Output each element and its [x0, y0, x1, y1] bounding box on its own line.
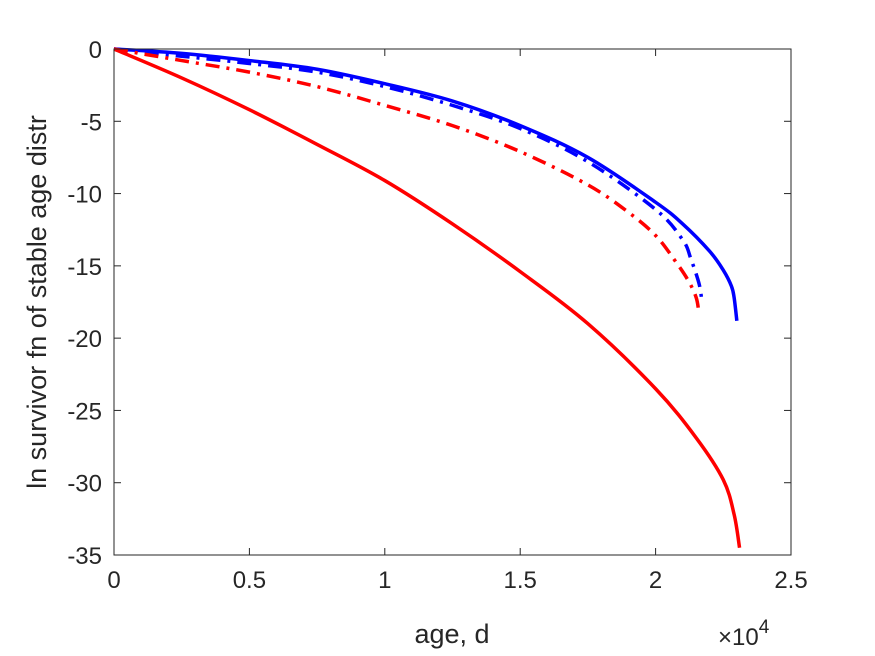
y-axis: 0 -5 -10 -15 -20 -25 -30 -35	[67, 37, 791, 570]
x-tick-label: 2.5	[774, 567, 807, 594]
x-axis-multiplier-exponent: 4	[759, 617, 770, 638]
series-line-1	[113, 47, 739, 321]
x-tick-label: 1	[378, 567, 391, 594]
x-tick-label: 0	[107, 567, 120, 594]
y-tick-label: -30	[67, 471, 102, 498]
y-tick-label: 0	[89, 37, 102, 64]
x-tick-label: 1.5	[504, 567, 537, 594]
plot-area	[114, 49, 791, 555]
y-axis-label: ln survivor fn of stable age distr	[22, 115, 52, 489]
x-axis-multiplier-base: ×10	[718, 624, 759, 651]
x-axis-multiplier: ×104	[718, 617, 770, 651]
series-line-4	[113, 47, 742, 549]
series-line-3	[113, 47, 701, 314]
y-tick-label: -5	[81, 109, 102, 136]
x-tick-label: 2	[649, 567, 662, 594]
series-layer	[113, 47, 742, 549]
y-tick-label: -15	[67, 254, 102, 281]
y-tick-label: -20	[67, 326, 102, 353]
x-tick-label: 0.5	[233, 567, 266, 594]
x-axis-label: age, d	[414, 619, 489, 649]
axes-box	[113, 48, 792, 556]
y-tick-label: -25	[67, 398, 102, 425]
series-line-2	[113, 47, 704, 300]
y-tick-label: -35	[67, 543, 102, 570]
x-axis: 0 0.5 1 1.5 2 2.5	[107, 49, 808, 594]
y-tick-label: -10	[67, 182, 102, 209]
